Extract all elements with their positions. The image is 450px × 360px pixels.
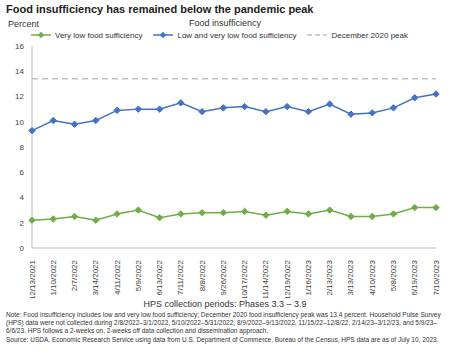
svg-text:2/7/2022: 2/7/2022 <box>70 259 79 291</box>
svg-text:0: 0 <box>20 244 25 253</box>
svg-text:3/13/2023: 3/13/2023 <box>346 259 355 295</box>
html-text:Low and very low food sufficie: Low and very low food sufficiency <box>177 30 297 40</box>
html-text:Source: USDA, Economic Researc: Source: USDA, Economic Research Service … <box>6 336 439 343</box>
svg-text:4: 4 <box>20 193 25 202</box>
svg-text:7/11/2022: 7/11/2022 <box>176 259 185 295</box>
html-text:Note: Food insufficiency inclu: Note: Food insufficiency includes low an… <box>6 311 441 334</box>
svg-text:6: 6 <box>20 168 25 177</box>
svg-text:7/10/2023: 7/10/2023 <box>432 259 441 295</box>
svg-text:12/13/2021: 12/13/2021 <box>28 259 37 298</box>
html-text:Very low food sufficiency: Very low food sufficiency <box>55 30 143 40</box>
svg-text:8: 8 <box>20 143 25 152</box>
svg-text:4/10/2023: 4/10/2023 <box>368 259 377 295</box>
html-text:HPS collection periods: Phases: HPS collection periods: Phases 3.3 – 3.9 <box>143 299 307 309</box>
svg-text:12/19/2022: 12/19/2022 <box>283 259 292 298</box>
html-text:December 2020 peak: December 2020 peak <box>331 30 408 40</box>
svg-text:6/19/2023: 6/19/2023 <box>410 259 419 295</box>
html-text:Food insufficiency: Food insufficiency <box>189 18 261 28</box>
svg-text:6/13/2022: 6/13/2022 <box>155 259 164 295</box>
html-text:Percent: Percent <box>8 19 39 29</box>
svg-text:5/8/2023: 5/8/2023 <box>389 259 398 291</box>
svg-text:9/26/2022: 9/26/2022 <box>219 259 228 295</box>
svg-text:12: 12 <box>15 92 24 101</box>
html-text:Food insufficiency has remaine: Food insufficiency has remained below th… <box>6 3 314 15</box>
svg-text:2/13/2023: 2/13/2023 <box>325 259 334 295</box>
svg-text:1/10/2022: 1/10/2022 <box>49 259 58 295</box>
svg-text:4/11/2022: 4/11/2022 <box>113 259 122 295</box>
svg-text:14: 14 <box>15 67 24 76</box>
svg-text:1/16/2023: 1/16/2023 <box>304 259 313 295</box>
svg-text:8/8/2022: 8/8/2022 <box>198 259 207 291</box>
svg-text:3/14/2022: 3/14/2022 <box>91 259 100 295</box>
svg-text:10/17/2022: 10/17/2022 <box>240 259 249 298</box>
svg-text:5/9/2022: 5/9/2022 <box>134 259 143 291</box>
svg-text:11/14/2022: 11/14/2022 <box>261 259 270 298</box>
svg-text:16: 16 <box>15 42 24 51</box>
svg-text:10: 10 <box>15 118 24 127</box>
svg-text:2: 2 <box>20 219 25 228</box>
